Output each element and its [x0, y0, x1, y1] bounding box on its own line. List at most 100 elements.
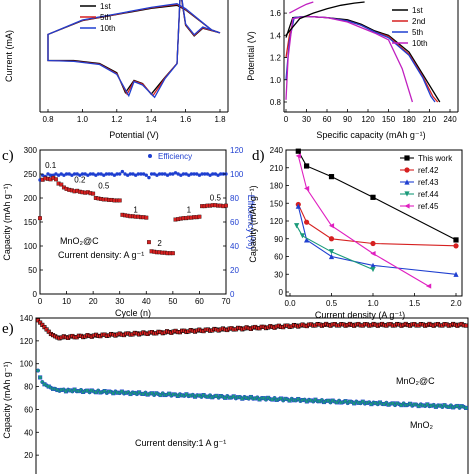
legend-label: ref.44: [418, 190, 439, 199]
efficiency-point: [136, 172, 141, 176]
panel-c-letter: c): [2, 148, 14, 164]
capacity-point: [197, 214, 202, 219]
panel-c-legend: Efficiency: [148, 152, 192, 161]
panel-b-x-ticks: 0 30 60 90 120 150 180 210 240: [284, 109, 457, 124]
rate-label: 0.1: [45, 161, 57, 170]
legend-marker-efficiency: [148, 154, 152, 158]
panel-d-legend: This work ref.42 ref.43 ref.44 ref.45: [400, 154, 453, 211]
panel-d-x-tick-label: 1.0: [367, 299, 379, 308]
efficiency-point: [104, 172, 109, 176]
efficiency-point: [83, 172, 87, 176]
panel-d-series: [294, 148, 459, 289]
panel-c-y2-tick-label: 20: [230, 266, 239, 275]
efficiency-point: [72, 172, 77, 176]
efficiency-point: [147, 175, 151, 180]
panel-d-y-tick-label: 240: [270, 146, 284, 155]
panel-e-frame: [35, 317, 469, 474]
panel-c-material-label: MnO₂@C: [60, 236, 99, 246]
rate-marker: [328, 223, 335, 229]
panel-d-frame: [285, 149, 463, 297]
panel-c-rate-labels: 0.1 0.2 0.5 1 2 1 0.5: [45, 161, 221, 248]
panel-c-y-tick-label: 100: [24, 242, 38, 251]
panel-a-x-tick-label: 1.4: [146, 115, 158, 124]
panel-c-current-label: Current density: A g⁻¹: [58, 250, 144, 260]
efficiency-point: [102, 173, 106, 177]
panel-a: 0.8 1.0 1.2 1.4 1.6 1.8 Potential (V) Current…: [4, 0, 229, 140]
panel-c-y-label: Capacity (mAh g⁻¹): [2, 183, 12, 260]
rate-marker: [453, 237, 459, 243]
cycle-point: [38, 375, 43, 380]
panel-a-x-label: Potential (V): [109, 130, 159, 140]
efficiency-point: [149, 172, 154, 176]
panel-d-letter: d): [252, 148, 265, 164]
rate-marker: [370, 240, 376, 247]
panel-b: 0 30 60 90 120 150 180 210 240 0.8 1.0 1.2 1.4 1.6 S…: [246, 0, 459, 140]
panel-d-x-ticks: 0.0 0.5 1.0 1.5 2.0: [284, 293, 462, 308]
panel-c-y-tick-label: 200: [24, 194, 38, 203]
panel-e-y-tick-label: 120: [20, 337, 34, 346]
panel-c-y2-tick-label: 120: [230, 146, 244, 155]
rate-label: 0.2: [74, 176, 86, 185]
panel-c-y2-tick-label: 100: [230, 170, 244, 179]
panel-e-y-ticks: 020406080100120140: [20, 314, 39, 460]
legend-label-5th: 5th: [412, 28, 423, 37]
panel-c-y-tick-label: 0: [33, 290, 38, 299]
panel-d-x-tick-label: 0.5: [326, 299, 338, 308]
panel-d-y-tick-label: 0: [279, 288, 284, 297]
panel-e-label-mno2c: MnO₂@C: [396, 376, 435, 386]
efficiency-point: [133, 173, 138, 177]
panel-b-y-label: Potential (V): [246, 31, 256, 81]
efficiency-point: [179, 173, 183, 177]
capacity-point: [144, 215, 149, 220]
efficiency-point: [144, 173, 148, 177]
panel-e-y-tick-label: 20: [24, 451, 33, 460]
efficiency-point: [91, 172, 95, 176]
panel-b-x-tick-label: 60: [323, 115, 332, 124]
panel-e: e) 020406080100120140 Capacity (mAh g⁻¹)…: [2, 314, 469, 474]
efficiency-point: [165, 173, 170, 177]
efficiency-point: [88, 172, 93, 176]
panel-a-legend: 1st 5th 10th: [80, 2, 116, 33]
panel-c-x-label: Cycle (n): [115, 308, 151, 318]
legend-label: This work: [418, 154, 453, 163]
panel-c-x-tick-label: 10: [62, 297, 71, 306]
panel-a-x-tick-label: 1.2: [111, 115, 123, 124]
rate-line-ref-44: [296, 225, 374, 271]
panel-e-marks: [35, 318, 469, 410]
panel-b-x-tick-label: 210: [423, 115, 437, 124]
legend-label-2nd: 2nd: [412, 17, 425, 26]
cycle-point: [46, 329, 51, 334]
efficiency-point: [163, 172, 167, 176]
efficiency-point: [131, 172, 135, 176]
cycle-point: [35, 368, 41, 373]
panel-c-y-tick-label: 50: [28, 266, 37, 275]
legend-label-efficiency: Efficiency: [158, 152, 192, 161]
efficiency-point: [94, 173, 98, 177]
rate-label: 1: [187, 205, 192, 214]
panel-b-y-tick-label: 1.0: [270, 76, 282, 85]
panel-d-x-tick-label: 0.0: [284, 299, 296, 308]
panel-c-x-tick-label: 20: [89, 297, 98, 306]
panel-c-frame: [39, 149, 227, 295]
panel-b-x-tick-label: 120: [361, 115, 375, 124]
efficiency-point: [107, 172, 111, 176]
rate-marker: [453, 243, 459, 249]
efficiency-point: [208, 173, 212, 177]
efficiency-point: [155, 173, 159, 177]
panel-a-x-tick-label: 1.8: [214, 115, 226, 124]
panel-c-x-tick-label: 50: [168, 297, 177, 306]
rate-marker: [295, 148, 301, 154]
panel-b-x-tick-label: 180: [402, 115, 416, 124]
panel-e-y-tick-label: 140: [20, 314, 34, 323]
panel-e-current-label: Current density:1 A g⁻¹: [135, 438, 226, 448]
efficiency-point: [118, 172, 122, 176]
cycle-point: [44, 327, 49, 332]
efficiency-point: [187, 173, 191, 177]
panel-a-y-label: Current (mA): [4, 30, 14, 82]
panel-b-legend: 1st 2nd 5th 10th: [392, 6, 428, 48]
panel-e-y-tick-label: 100: [20, 360, 34, 369]
efficiency-point: [96, 172, 101, 176]
panel-e-y-tick-label: 60: [24, 405, 33, 414]
panel-c-marks: [38, 169, 228, 256]
